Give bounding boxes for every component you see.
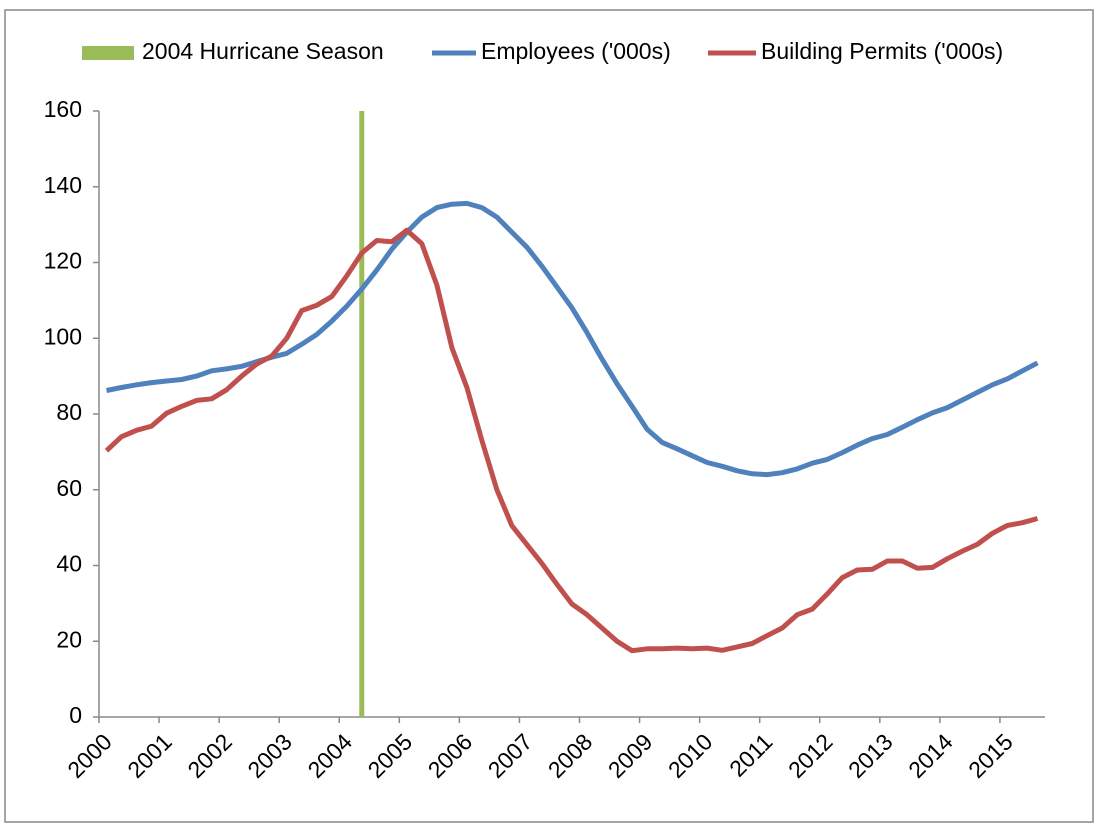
- y-tick-label: 160: [44, 96, 82, 122]
- y-tick-label: 0: [69, 702, 82, 728]
- y-tick-label: 100: [44, 323, 82, 349]
- legend-label: Building Permits ('000s): [761, 38, 1003, 64]
- y-tick-label: 60: [56, 475, 82, 501]
- legend-label: 2004 Hurricane Season: [142, 38, 384, 64]
- chart-border: [4, 9, 1094, 823]
- legend-label: Employees ('000s): [481, 38, 671, 64]
- y-tick-label: 20: [56, 626, 82, 652]
- y-tick-label: 140: [44, 172, 82, 198]
- y-tick-label: 40: [56, 551, 82, 577]
- series-line: [104, 227, 1039, 654]
- y-tick-label: 120: [44, 248, 82, 274]
- y-tick-label: 80: [56, 399, 82, 425]
